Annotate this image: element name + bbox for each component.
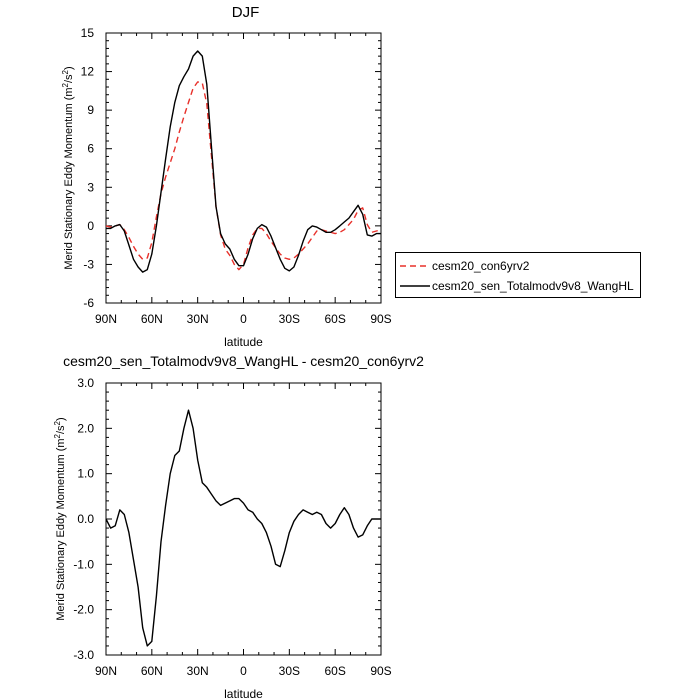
series-line-1: [106, 50, 381, 273]
y-tick-label: 9: [87, 103, 94, 117]
y-tick-label: 15: [81, 26, 95, 40]
x-tick-label: 60S: [324, 312, 345, 326]
y-tick-label: 0: [87, 219, 94, 233]
legend-entry-con6yrv2: cesm20_con6yrv2: [396, 256, 640, 276]
y-axis-label: Merid Stationary Eddy Momentum (m2/s2): [61, 66, 76, 269]
y-tick-label: 3.0: [77, 376, 94, 390]
x-tick-label: 0: [240, 664, 247, 678]
x-tick-label: 60S: [324, 664, 345, 678]
x-tick-label: 90S: [370, 664, 391, 678]
y-tick-label: 12: [81, 65, 95, 79]
legend-swatch-dashed-red: [400, 265, 430, 267]
top-chart-djf: DJF 90N 60N 30N 0 30S 60S 90S latitude -6 -3 0 3 6 9 12…: [61, 4, 392, 349]
legend-swatch-solid-black: [400, 285, 430, 287]
bottom-chart-difference: cesm20_sen_Totalmodv9v8_WangHL - cesm20_…: [53, 353, 425, 700]
y-tick-label: -1.0: [73, 557, 94, 571]
y-tick-label: -3: [83, 257, 94, 271]
chart-title: cesm20_sen_Totalmodv9v8_WangHL - cesm20_…: [63, 353, 424, 369]
y-tick-label: -6: [83, 296, 94, 310]
y-tick-label: -3.0: [73, 648, 94, 662]
y-tick-label: 3: [87, 180, 94, 194]
legend-label-con6yrv2: cesm20_con6yrv2: [432, 259, 530, 273]
x-tick-label: 90N: [95, 312, 117, 326]
x-tick-label: 60N: [141, 312, 163, 326]
y-tick-label: 2.0: [77, 421, 94, 435]
x-tick-label: 30N: [187, 664, 209, 678]
x-axis-label: latitude: [224, 687, 263, 700]
legend-label-wanghl: cesm20_sen_Totalmodv9v8_WangHL: [432, 279, 634, 293]
y-tick-label: -2.0: [73, 603, 94, 617]
x-tick-label: 30N: [187, 312, 209, 326]
x-tick-label: 90N: [95, 664, 117, 678]
y-tick-label: 1.0: [77, 467, 94, 481]
chart-title: DJF: [232, 4, 260, 21]
y-tick-label: 0.0: [77, 512, 94, 526]
y-tick-label: 6: [87, 142, 94, 156]
x-tick-label: 60N: [141, 664, 163, 678]
x-axis-label: latitude: [224, 335, 263, 349]
series-line-0: [105, 81, 382, 271]
series-line-0: [105, 409, 381, 647]
x-tick-label: 30S: [279, 664, 300, 678]
x-tick-label: 30S: [279, 312, 300, 326]
y-axis-label: Merid Stationary Eddy Momentum (m2/s2): [53, 417, 68, 620]
plot-frame: [105, 382, 382, 656]
legend-box: cesm20_con6yrv2 cesm20_sen_Totalmodv9v8_…: [395, 252, 641, 298]
legend-entry-wanghl: cesm20_sen_Totalmodv9v8_WangHL: [396, 276, 640, 296]
x-tick-label: 90S: [370, 312, 391, 326]
x-tick-label: 0: [240, 312, 247, 326]
